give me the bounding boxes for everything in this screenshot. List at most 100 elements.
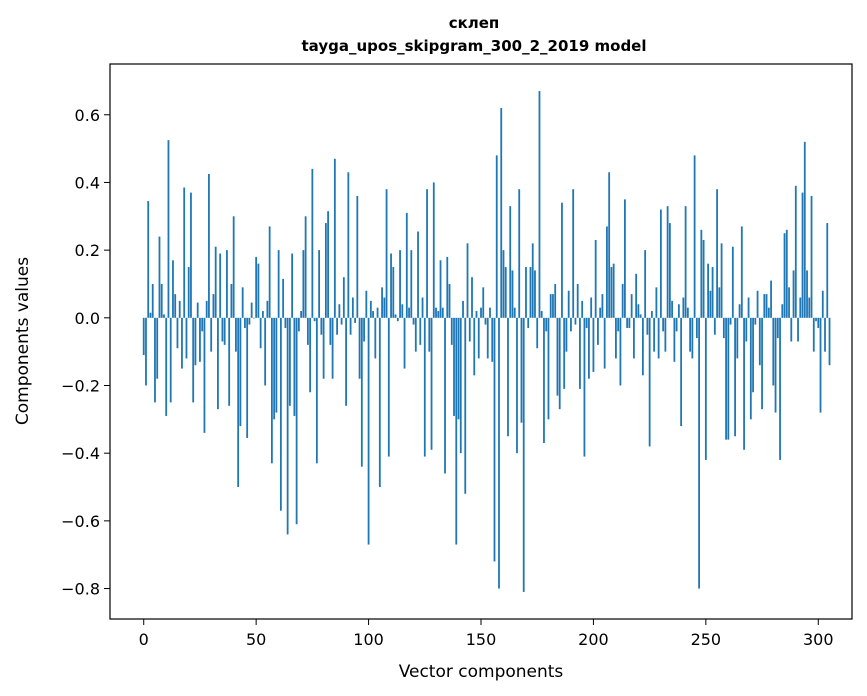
bar-178 — [543, 317, 545, 444]
bar-149 — [477, 317, 480, 359]
bar-276 — [763, 294, 766, 318]
bar-30 — [210, 317, 213, 352]
bar-138 — [453, 317, 455, 416]
bar-118 — [408, 307, 410, 318]
bar-221 — [639, 314, 642, 318]
bar-266 — [740, 226, 743, 318]
bar-208 — [610, 267, 613, 318]
bar-187 — [563, 317, 566, 389]
bar-70 — [300, 311, 303, 318]
bar-102 — [372, 311, 374, 318]
bar-78 — [318, 250, 321, 318]
bar-159 — [500, 107, 503, 318]
bar-97 — [360, 317, 363, 467]
bar-158 — [498, 317, 500, 589]
bar-41 — [235, 317, 237, 352]
bar-120 — [412, 317, 415, 325]
bar-43 — [239, 317, 242, 427]
y-tick-label-6: −0.6 — [61, 512, 100, 531]
bar-123 — [419, 317, 422, 345]
x-tick-label-4: 200 — [578, 630, 609, 649]
bar-207 — [608, 172, 611, 318]
bar-113 — [396, 317, 399, 322]
bar-200 — [592, 317, 595, 372]
bar-33 — [217, 317, 219, 410]
bar-55 — [266, 300, 269, 318]
bar-164 — [511, 270, 514, 318]
bar-282 — [776, 317, 779, 339]
bar-89 — [342, 277, 345, 318]
bar-116 — [403, 317, 406, 369]
bar-180 — [547, 317, 550, 420]
bar-91 — [347, 172, 350, 318]
bar-259 — [725, 317, 727, 440]
bar-192 — [574, 317, 577, 325]
bar-246 — [695, 317, 698, 339]
bar-270 — [749, 317, 752, 420]
bar-150 — [480, 307, 482, 318]
bar-299 — [815, 317, 817, 322]
bar-262 — [731, 246, 734, 318]
bar-236 — [673, 317, 676, 362]
bar-111 — [392, 267, 395, 318]
bar-281 — [774, 317, 777, 413]
bar-104 — [376, 307, 379, 318]
bar-75 — [311, 168, 314, 318]
bar-182 — [552, 294, 554, 318]
bar-96 — [358, 317, 361, 379]
bar-176 — [538, 91, 541, 318]
bar-46 — [246, 317, 249, 438]
bar-82 — [327, 211, 329, 318]
bar-29 — [208, 173, 210, 318]
bar-16 — [178, 300, 181, 318]
bar-189 — [567, 290, 570, 318]
bar-143 — [464, 317, 467, 494]
bar-233 — [666, 206, 669, 318]
bar-265 — [738, 304, 741, 318]
bar-100 — [367, 317, 370, 545]
bar-79 — [320, 317, 323, 335]
bar-53 — [262, 311, 264, 318]
y-tick-label-3: 0.0 — [75, 309, 100, 328]
bar-297 — [810, 195, 813, 318]
bar-171 — [527, 317, 530, 328]
bar-209 — [612, 263, 615, 318]
bar-65 — [288, 317, 291, 406]
bar-61 — [279, 317, 282, 511]
bar-22 — [192, 317, 195, 403]
bar-245 — [693, 155, 696, 318]
bar-289 — [792, 270, 795, 318]
bar-213 — [621, 283, 624, 318]
y-tick-label-4: −0.2 — [61, 376, 100, 395]
bar-136 — [448, 283, 451, 318]
bar-274 — [758, 317, 761, 366]
bar-199 — [590, 297, 593, 318]
bar-146 — [471, 277, 473, 318]
bar-223 — [644, 250, 647, 318]
bar-172 — [529, 267, 532, 318]
bar-115 — [401, 304, 404, 318]
bar-227 — [653, 317, 656, 352]
bar-10 — [165, 317, 168, 416]
bars-group — [142, 91, 831, 592]
bar-300 — [817, 317, 820, 328]
x-tick-label-1: 50 — [246, 630, 266, 649]
bar-243 — [689, 317, 692, 352]
bar-38 — [228, 317, 231, 406]
bar-145 — [468, 317, 471, 342]
bar-193 — [576, 283, 579, 318]
bar-0 — [142, 317, 145, 356]
bar-173 — [531, 243, 534, 318]
bar-63 — [284, 317, 287, 328]
bar-117 — [405, 212, 408, 318]
bar-167 — [518, 189, 521, 318]
bar-151 — [482, 287, 485, 318]
bar-268 — [745, 317, 748, 342]
bar-84 — [331, 317, 334, 379]
bar-155 — [491, 317, 494, 362]
bar-101 — [369, 300, 372, 318]
bar-234 — [668, 223, 671, 318]
bar-68 — [295, 317, 298, 525]
x-tick-label-5: 250 — [691, 630, 722, 649]
